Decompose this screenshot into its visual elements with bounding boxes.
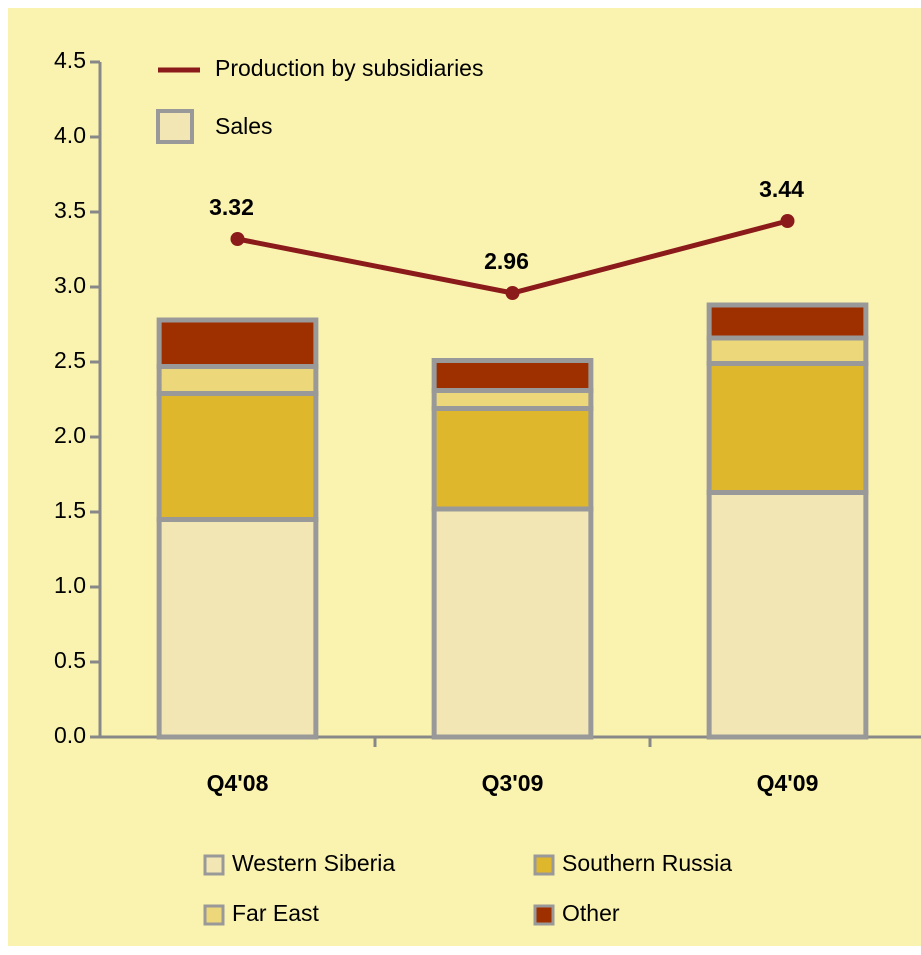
legend-label: Western Siberia <box>232 850 395 876</box>
y-tick-label: 3.0 <box>54 272 86 298</box>
bar-segment <box>156 317 319 369</box>
legend-label: Southern Russia <box>562 850 732 876</box>
bar-segment <box>431 358 594 393</box>
value-label: 2.96 <box>484 248 529 274</box>
y-tick-label: 0.0 <box>54 722 86 748</box>
y-tick-label: 4.5 <box>54 47 86 73</box>
y-tick-label: 2.0 <box>54 422 86 448</box>
y-tick-label: 4.0 <box>54 122 86 148</box>
bar-segment <box>706 302 869 341</box>
bar-segment <box>706 335 869 366</box>
x-tick-label: Q4'09 <box>757 770 819 796</box>
legend-swatch <box>203 904 225 926</box>
legend-label: Far East <box>232 900 320 926</box>
bar-segment <box>431 388 594 411</box>
bar-segment <box>706 361 869 495</box>
legend-label: Other <box>562 900 620 926</box>
bar-segment <box>156 364 319 396</box>
value-label: 3.44 <box>759 176 804 202</box>
legend-swatch <box>533 854 555 876</box>
bar-segment <box>706 490 869 740</box>
y-tick-label: 1.5 <box>54 497 86 523</box>
value-label: 3.32 <box>209 194 254 220</box>
line-point <box>780 214 795 228</box>
legend-swatch <box>156 109 194 144</box>
y-tick-label: 2.5 <box>54 347 86 373</box>
legend-swatch <box>203 854 225 876</box>
x-tick-label: Q4'08 <box>207 770 269 796</box>
y-tick-label: 3.5 <box>54 197 86 223</box>
y-tick-label: 0.5 <box>54 647 86 673</box>
bar-segment <box>156 391 319 522</box>
legend-swatch <box>533 904 555 926</box>
y-tick-label: 1.0 <box>54 572 86 598</box>
bar-segment <box>431 506 594 740</box>
x-tick-label: Q3'09 <box>482 770 544 796</box>
legend-label: Production by subsidiaries <box>215 55 483 81</box>
bar-segment <box>431 406 594 512</box>
legend-label: Sales <box>215 113 273 139</box>
bar-segment <box>156 517 319 740</box>
line-point <box>505 286 520 300</box>
line-point <box>230 232 245 246</box>
